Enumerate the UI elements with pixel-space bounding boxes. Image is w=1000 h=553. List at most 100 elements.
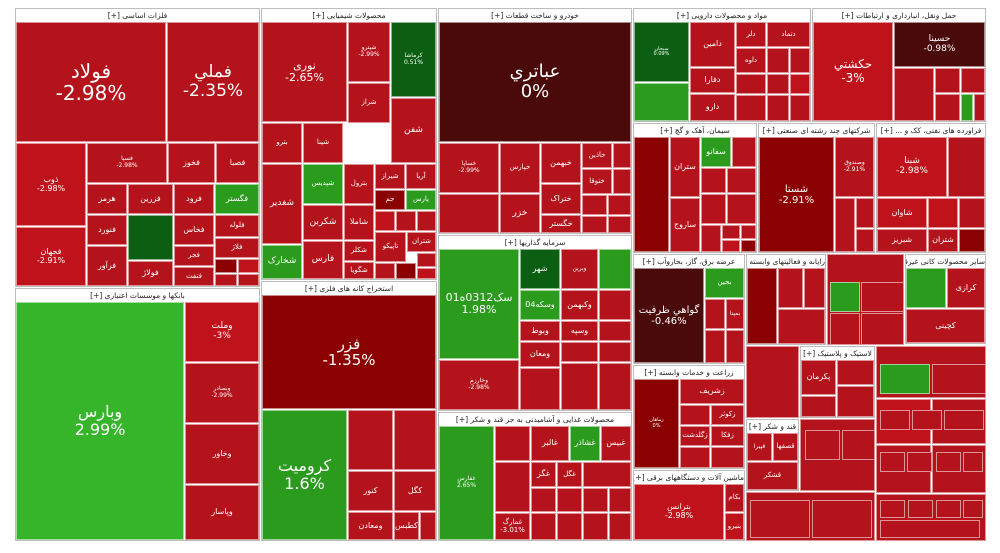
- stock-tile[interactable]: فصبا: [216, 143, 259, 183]
- sector-header[interactable]: استخراج کانه های فلزی [+]: [262, 282, 436, 295]
- stock-tile[interactable]: [835, 198, 855, 252]
- stock-tile[interactable]: [495, 462, 530, 512]
- sector-block[interactable]: فراورده های نفتی، کک و ... [+] شبنا -2.98%…: [876, 123, 986, 253]
- stock-tile[interactable]: [375, 263, 395, 279]
- stock-tile[interactable]: [599, 249, 631, 289]
- stock-tile[interactable]: وبارس 2.99%: [16, 302, 184, 540]
- sector-header[interactable]: قند و شکر [+]: [747, 420, 798, 433]
- stock-tile[interactable]: زکوثر: [711, 405, 744, 425]
- stock-tile[interactable]: [790, 95, 810, 121]
- stock-tile[interactable]: [634, 83, 689, 121]
- sector-block[interactable]: قند و شکر [+] قپیرا قصفها قشکر: [746, 419, 799, 491]
- sector-header[interactable]: سایر محصولات کانی غیرفلزی [+]: [906, 255, 985, 268]
- sector-block[interactable]: مواد و محصولات دارویی [+] سبحان 0.09% دامین…: [633, 8, 811, 122]
- stock-tile[interactable]: [894, 68, 934, 121]
- stock-tile[interactable]: دفارا: [690, 68, 735, 93]
- stock-tile[interactable]: [906, 268, 946, 308]
- sector-block[interactable]: حمل ونقل، انبارداری و ارتباطات [+] حکشتي -…: [812, 8, 986, 122]
- stock-tile[interactable]: [948, 137, 985, 197]
- sector-header[interactable]: زراعت و خدمات وابسته [+]: [634, 366, 744, 379]
- stock-tile[interactable]: [790, 48, 810, 73]
- sector-header[interactable]: لاستیک و پلاستیک [+]: [801, 347, 874, 360]
- stock-tile[interactable]: زشریف: [680, 379, 744, 404]
- stock-tile[interactable]: [238, 274, 259, 286]
- stock-tile[interactable]: شپنا: [303, 123, 343, 163]
- stock-tile[interactable]: [557, 488, 582, 512]
- stock-tile[interactable]: فرود: [174, 184, 214, 214]
- stock-tile[interactable]: [375, 211, 395, 231]
- stock-tile[interactable]: [935, 94, 960, 121]
- stock-tile[interactable]: [238, 259, 259, 273]
- stock-tile[interactable]: غالبر: [531, 426, 569, 461]
- stock-tile[interactable]: ذوب -2.98%: [16, 143, 86, 226]
- sector-block[interactable]: فلزات اساسی [+] فولاد -2.98% فملي -2.35% ذوب -…: [15, 8, 260, 287]
- stock-tile[interactable]: وکبهمن: [561, 290, 598, 320]
- stock-tile[interactable]: [747, 268, 777, 344]
- stock-tile[interactable]: شپترو -2.99%: [348, 22, 390, 82]
- stock-tile[interactable]: [767, 48, 789, 73]
- sector-header[interactable]: فراورده های نفتی، کک و ... [+]: [877, 124, 985, 137]
- sector-header[interactable]: محصولات غذایی و آشامیدنی به جز قند و شکر…: [439, 413, 631, 426]
- stock-tile[interactable]: جم: [375, 190, 405, 210]
- stock-tile[interactable]: [736, 95, 766, 121]
- stock-tile[interactable]: فولاژ: [128, 261, 173, 286]
- stock-tile[interactable]: بمپنا: [726, 299, 744, 329]
- stock-tile[interactable]: [961, 94, 973, 121]
- stock-tile[interactable]: [935, 68, 960, 93]
- stock-tile[interactable]: [520, 368, 560, 410]
- stock-tile[interactable]: غمارگ -3.01%: [495, 513, 530, 540]
- stock-tile[interactable]: [974, 94, 985, 121]
- stock-tile[interactable]: [417, 211, 436, 231]
- stock-tile[interactable]: [396, 263, 416, 279]
- stock-tile[interactable]: زماهان 0%: [634, 379, 679, 468]
- sector-block[interactable]: رایانه و فعالیتهای وابسته [+]: [746, 254, 826, 345]
- stock-tile[interactable]: بترانس -2.98%: [634, 484, 724, 540]
- stock-tile[interactable]: [736, 74, 766, 94]
- stock-tile[interactable]: [609, 488, 631, 512]
- stock-tile[interactable]: دامین: [690, 22, 735, 67]
- stock-tile[interactable]: [804, 268, 825, 308]
- stock-tile[interactable]: شیراز: [375, 164, 405, 189]
- stock-tile[interactable]: [726, 330, 744, 363]
- stock-tile[interactable]: [599, 321, 631, 341]
- stock-tile[interactable]: خگستر: [541, 215, 581, 233]
- stock-tile[interactable]: [722, 240, 740, 252]
- sector-header[interactable]: خودرو و ساخت قطعات [+]: [439, 9, 631, 22]
- stock-tile[interactable]: هرمز: [87, 184, 127, 214]
- stock-tile[interactable]: غگل: [557, 462, 582, 487]
- stock-tile[interactable]: [561, 363, 598, 410]
- stock-tile[interactable]: گواهي ظرفيت -0.46%: [634, 268, 704, 363]
- stock-tile[interactable]: [741, 225, 756, 239]
- stock-tile[interactable]: قپیرا: [747, 433, 772, 461]
- stock-tile[interactable]: [608, 195, 631, 215]
- sector-header[interactable]: شرکتهای چند رشته ای صنعتی [+]: [759, 124, 874, 137]
- stock-tile[interactable]: [767, 74, 789, 94]
- stock-tile[interactable]: بترو: [262, 123, 302, 163]
- stock-tile[interactable]: فنفت: [174, 267, 214, 286]
- stock-tile[interactable]: دتماد: [767, 22, 810, 47]
- sector-header[interactable]: مواد و محصولات دارویی [+]: [634, 9, 810, 22]
- sector-header[interactable]: ماشین آلات و دستگاههای برقی [+]: [634, 471, 744, 484]
- stock-tile[interactable]: خاذین: [582, 143, 612, 168]
- stock-tile[interactable]: غشاذر: [570, 426, 600, 461]
- stock-tile[interactable]: فولاد -2.98%: [16, 22, 166, 142]
- stock-tile[interactable]: [801, 396, 836, 417]
- stock-tile[interactable]: [856, 198, 874, 228]
- stock-tile[interactable]: شکربن: [303, 205, 343, 240]
- stock-tile[interactable]: زگلدشت: [680, 426, 710, 446]
- stock-tile[interactable]: سفانو: [701, 137, 731, 167]
- sector-block[interactable]: زراعت و خدمات وابسته [+] زماهان 0% زشریف زکو…: [633, 365, 745, 469]
- stock-tile[interactable]: پارس: [406, 190, 436, 210]
- stock-tile[interactable]: غبیس: [601, 426, 631, 461]
- sector-header[interactable]: سرمایه گذاریها [+]: [439, 236, 631, 249]
- stock-tile[interactable]: کرازی: [947, 268, 985, 308]
- stock-tile[interactable]: [959, 229, 985, 252]
- stock-tile[interactable]: [531, 488, 556, 512]
- stock-tile[interactable]: شتران: [407, 232, 436, 252]
- stock-tile[interactable]: [582, 195, 607, 215]
- stock-tile[interactable]: شستا -2.91%: [759, 137, 834, 252]
- sector-block[interactable]: سایر محصولات کانی غیرفلزی [+] کرازی کچینی: [905, 254, 986, 344]
- stock-tile[interactable]: [711, 447, 744, 468]
- sector-block[interactable]: خودرو و ساخت قطعات [+] عباتري 0% خساپا -2.99…: [438, 8, 632, 234]
- stock-tile[interactable]: وخارزم -2.98%: [439, 360, 519, 410]
